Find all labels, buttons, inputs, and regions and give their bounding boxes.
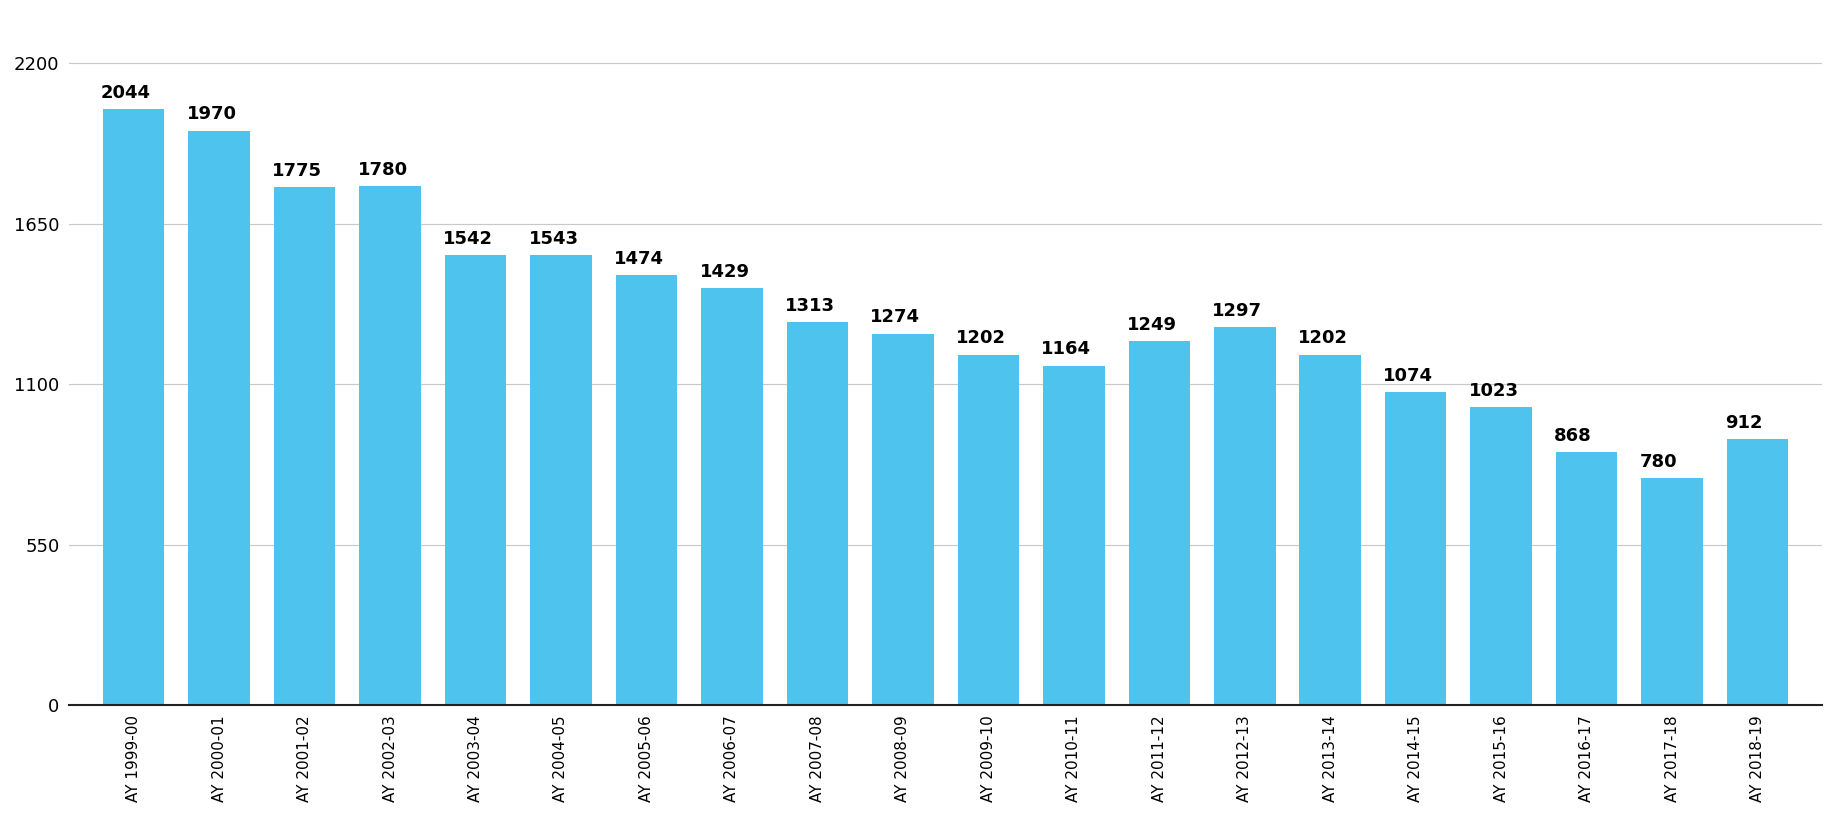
Bar <box>531 255 591 705</box>
Text: 1023: 1023 <box>1469 382 1518 400</box>
Bar <box>1728 439 1788 705</box>
Text: 1249: 1249 <box>1127 316 1177 334</box>
Text: 1297: 1297 <box>1212 302 1263 320</box>
Bar <box>103 109 165 705</box>
Bar <box>958 355 1019 705</box>
Text: 912: 912 <box>1726 414 1763 432</box>
Bar <box>701 288 762 705</box>
Text: 1074: 1074 <box>1383 366 1434 384</box>
Text: 1429: 1429 <box>700 263 749 282</box>
Text: 1970: 1970 <box>187 105 237 123</box>
Bar <box>1300 355 1360 705</box>
Text: 1274: 1274 <box>870 308 920 326</box>
Text: 1780: 1780 <box>358 161 408 179</box>
Bar <box>786 322 848 705</box>
Bar <box>615 275 677 705</box>
Text: 1474: 1474 <box>613 250 665 268</box>
Bar <box>1384 392 1447 705</box>
Text: 1542: 1542 <box>442 230 494 248</box>
Bar <box>444 255 507 705</box>
Bar <box>274 188 336 705</box>
Bar <box>872 334 935 705</box>
Bar <box>1043 366 1105 705</box>
Text: 1202: 1202 <box>1298 330 1348 348</box>
Bar <box>189 131 250 705</box>
Bar <box>1214 327 1276 705</box>
Text: 780: 780 <box>1640 453 1678 471</box>
Text: 1313: 1313 <box>786 297 835 315</box>
Text: 1202: 1202 <box>957 330 1006 348</box>
Text: 1164: 1164 <box>1041 340 1091 358</box>
Text: 868: 868 <box>1555 427 1592 445</box>
Bar <box>1641 478 1704 705</box>
Bar <box>1129 341 1190 705</box>
Bar <box>360 186 420 705</box>
Bar <box>1471 407 1531 705</box>
Text: 2044: 2044 <box>101 84 151 102</box>
Text: 1543: 1543 <box>529 230 578 248</box>
Text: 1775: 1775 <box>272 162 321 180</box>
Bar <box>1555 452 1618 705</box>
